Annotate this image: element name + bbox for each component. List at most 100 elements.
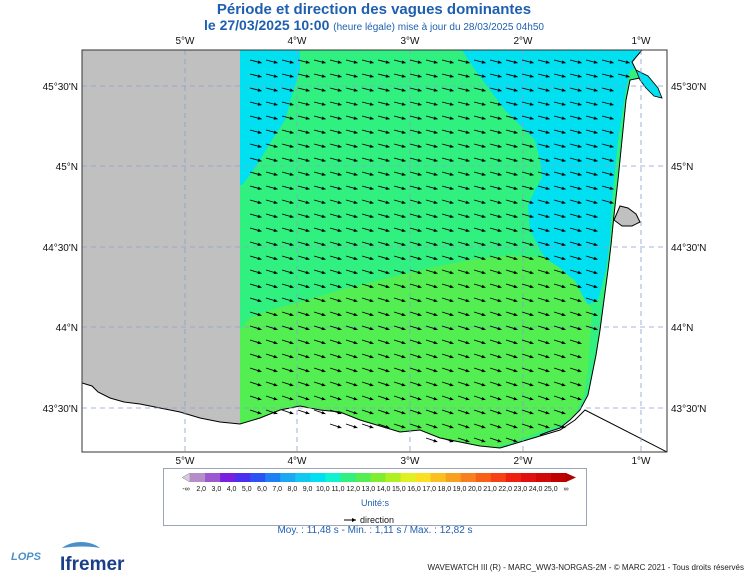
- arrow-head: [449, 60, 454, 64]
- arrow-head: [289, 270, 294, 275]
- arrow-head: [433, 340, 438, 345]
- arrow-head: [289, 368, 294, 373]
- arrow-head: [385, 312, 390, 317]
- arrow-head: [401, 242, 406, 247]
- arrow-head: [417, 298, 422, 303]
- arrow-head: [465, 396, 470, 401]
- arrow-head: [417, 74, 422, 78]
- arrow-head: [529, 354, 534, 359]
- arrow-head: [497, 172, 502, 176]
- arrow-head: [273, 256, 278, 261]
- arrow-head: [273, 354, 278, 359]
- colorbar-segment: [235, 473, 251, 482]
- arrow-head: [321, 326, 326, 331]
- arrow-head: [273, 158, 278, 162]
- arrow-head: [369, 74, 374, 78]
- arrow-head: [417, 425, 422, 429]
- arrow-head: [305, 186, 310, 190]
- lon-label-top: 3°W: [401, 36, 421, 47]
- arrow-head: [497, 298, 502, 303]
- arrow-head: [305, 340, 310, 345]
- arrow-head: [417, 312, 422, 317]
- graticule: [82, 50, 667, 452]
- colorbar-segment: [385, 473, 402, 482]
- arrow-head: [465, 88, 470, 92]
- arrow-head: [401, 396, 406, 401]
- colorbar-segment: [205, 473, 221, 482]
- arrow-head: [385, 270, 390, 275]
- arrow-head: [449, 284, 454, 289]
- arrow-head: [289, 284, 294, 289]
- arrow-head: [481, 298, 486, 303]
- arrow-head: [337, 200, 342, 204]
- arrow-head: [561, 116, 566, 120]
- arrow-head: [337, 158, 342, 162]
- arrow-head: [465, 382, 470, 387]
- arrow-head: [609, 116, 614, 120]
- map-area: [82, 50, 667, 452]
- arrow-head: [273, 60, 278, 64]
- arrow-head: [449, 396, 454, 401]
- arrow-head: [481, 172, 486, 176]
- arrow-head: [545, 340, 550, 345]
- colorbar-tick-label: 15,0: [392, 486, 406, 493]
- arrow-head: [305, 116, 310, 120]
- arrow-head: [385, 354, 390, 359]
- arrow-head: [353, 354, 358, 359]
- arrow-head: [577, 298, 582, 303]
- arrow-head: [513, 242, 518, 247]
- arrow-head: [385, 158, 390, 162]
- arrow-head: [337, 354, 342, 359]
- arrow-head: [289, 382, 294, 387]
- arrow-head: [497, 102, 502, 106]
- arrow-head: [513, 158, 518, 162]
- arrow-head: [513, 200, 518, 204]
- arrow-head: [401, 368, 406, 373]
- arrow-head: [305, 172, 310, 176]
- arrow-head: [353, 214, 358, 218]
- arrow-head: [529, 228, 534, 232]
- arrow-head: [609, 60, 614, 64]
- arrow-head: [545, 396, 550, 401]
- arrow-head: [465, 270, 470, 275]
- arrow-head: [273, 186, 278, 190]
- colorbar-tick-label: 10,0: [316, 486, 330, 493]
- arrow-head: [545, 284, 550, 289]
- arrow-head: [545, 368, 550, 373]
- arrow-head: [369, 144, 374, 148]
- arrow-head: [369, 326, 374, 331]
- arrow-head: [401, 284, 406, 289]
- arrow-head: [337, 186, 342, 190]
- arrow-head: [385, 102, 390, 106]
- arrow-head: [321, 340, 326, 345]
- arrow-head: [353, 312, 358, 317]
- arrow-head: [513, 439, 518, 443]
- arrow-head: [433, 368, 438, 373]
- arrow-head: [289, 144, 294, 148]
- arrow-head: [337, 256, 342, 261]
- arrow-head: [481, 214, 486, 218]
- arrow-head: [513, 326, 518, 331]
- arrow-head: [593, 242, 598, 247]
- arrow-head: [353, 425, 358, 429]
- arrow-head: [577, 74, 582, 78]
- arrow-head: [369, 186, 374, 190]
- arrow-head: [401, 130, 406, 134]
- arrow-head: [433, 88, 438, 92]
- arrow-head: [289, 298, 294, 303]
- arrow-head: [513, 130, 518, 134]
- arrow-head: [417, 256, 422, 261]
- colorbar-tick-label: 24,0: [529, 486, 543, 493]
- arrow-head: [561, 425, 566, 429]
- arrow-head: [401, 60, 406, 64]
- arrow-head: [273, 214, 278, 218]
- arrow-head: [369, 242, 374, 247]
- arrow-head: [481, 326, 486, 331]
- arrow-head: [289, 172, 294, 176]
- arrow-head: [497, 130, 502, 134]
- arrow-head: [577, 228, 582, 232]
- arrow-head: [417, 158, 422, 162]
- arrow-head: [337, 74, 342, 78]
- arrow-head: [449, 298, 454, 303]
- arrow-head: [433, 439, 438, 443]
